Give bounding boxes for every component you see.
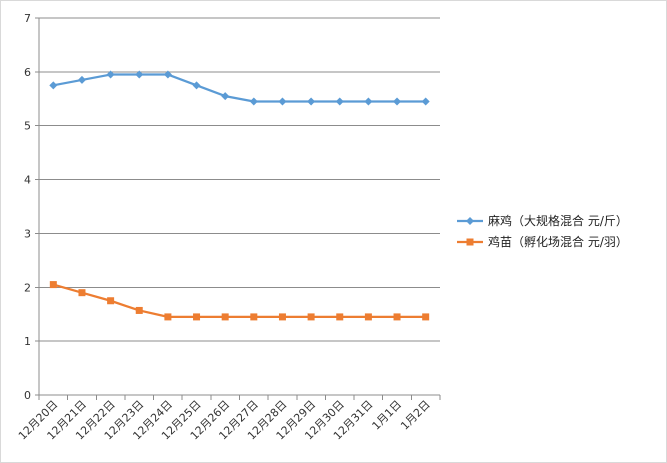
series-1 (49, 281, 430, 321)
series-line (53, 283, 426, 319)
series (49, 70, 430, 321)
legend: 麻鸡（大规格混合 元/斤） 鸡苗（孵化场混合 元/羽） (457, 213, 628, 249)
legend-label: 鸡苗（孵化场混合 元/羽） (488, 234, 628, 249)
y-tick-label: 7 (24, 12, 31, 25)
legend-marker (466, 217, 474, 225)
x-tick-label: 1月2日 (398, 398, 433, 433)
y-tick-label: 3 (24, 227, 31, 240)
y-tick-label: 1 (24, 335, 31, 348)
x-tick-labels: 12月20日12月21日12月22日12月23日12月24日12月25日12月2… (16, 398, 433, 443)
data-point (364, 313, 372, 321)
legend-entry: 麻鸡（大规格混合 元/斤） (457, 213, 628, 228)
data-point (49, 281, 57, 289)
gridlines (39, 17, 440, 342)
data-point (164, 313, 172, 321)
legend-marker (466, 238, 474, 246)
data-point (278, 313, 286, 321)
axes (35, 17, 441, 400)
data-point (193, 313, 201, 321)
data-point (77, 75, 86, 84)
data-point (421, 97, 430, 106)
data-point (192, 81, 201, 90)
data-point (107, 297, 115, 305)
y-tick-label: 6 (24, 66, 31, 79)
data-point (393, 313, 401, 321)
y-tick-label: 0 (24, 389, 31, 402)
data-point (249, 97, 258, 106)
series-0 (49, 70, 430, 106)
data-point (336, 313, 344, 321)
data-point (278, 97, 287, 106)
data-point (335, 97, 344, 106)
data-point (250, 313, 258, 321)
data-point (422, 313, 430, 321)
data-point (163, 70, 172, 79)
legend-entry: 鸡苗（孵化场混合 元/羽） (457, 234, 628, 249)
data-point (307, 97, 316, 106)
data-point (393, 97, 402, 106)
data-point (135, 70, 144, 79)
legend-label: 麻鸡（大规格混合 元/斤） (488, 213, 628, 228)
data-point (135, 306, 143, 314)
data-point (364, 97, 373, 106)
data-point (221, 313, 229, 321)
data-point (49, 81, 58, 90)
data-point (307, 313, 315, 321)
data-point (78, 289, 86, 297)
y-tick-labels: 0 1 2 3 4 5 6 7 (24, 12, 31, 402)
y-tick-label: 2 (24, 281, 31, 294)
x-tick-label: 1月1日 (370, 398, 405, 433)
y-tick-label: 5 (24, 120, 31, 133)
series-line (53, 73, 426, 103)
y-tick-label: 4 (24, 174, 31, 187)
data-point (106, 70, 115, 79)
data-point (221, 92, 230, 101)
